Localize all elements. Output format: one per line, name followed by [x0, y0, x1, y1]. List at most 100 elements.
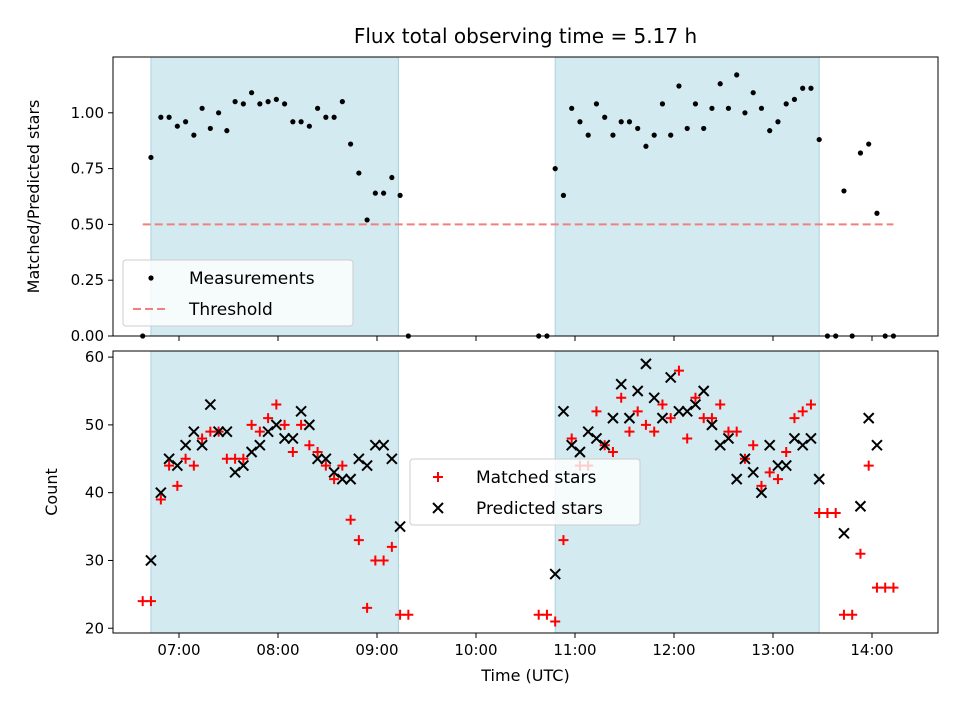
- predicted-star-point: [549, 568, 561, 580]
- predicted-star-point: [681, 405, 693, 418]
- matched-star-point: [624, 426, 635, 437]
- predicted-star-point: [386, 453, 398, 465]
- matched-star-point: [657, 399, 668, 410]
- measurement-point: [676, 83, 682, 89]
- count-y-ticks: 20 30 40 50 60: [85, 348, 113, 637]
- predicted-star-point: [755, 486, 768, 499]
- matched-star-point: [541, 609, 552, 620]
- matched-star-point: [764, 467, 775, 478]
- matched-star-point: [145, 596, 156, 607]
- matched-star-point: [748, 440, 759, 451]
- measurement-point: [306, 123, 312, 129]
- y-tick-label: 40: [85, 484, 104, 502]
- measurement-point: [750, 90, 756, 96]
- matched-star-point: [238, 453, 249, 464]
- matched-star-point: [558, 535, 569, 546]
- predicted-star-point: [145, 554, 157, 567]
- legend-box: [122, 259, 354, 327]
- chart-title: Flux total observing time = 5.17 h: [354, 24, 697, 48]
- y-tick-label: 50: [85, 416, 104, 434]
- predicted-star-point: [623, 412, 636, 424]
- count-x-ticks: 07:00 08:00 09:00 10:00 11:00 12:00 13:00 14:00: [157, 633, 894, 659]
- measurement-point: [643, 143, 649, 149]
- x-tick-label: 13:00: [751, 641, 794, 659]
- matched-star-point: [337, 460, 348, 471]
- predicted-star-point: [204, 398, 217, 411]
- measurement-point: [339, 99, 345, 105]
- predicted-star-point: [772, 459, 784, 472]
- predicted-star-point: [212, 425, 225, 438]
- ratio-x-ticks: [178, 336, 873, 341]
- y-tick-label: 30: [85, 551, 104, 569]
- y-tick-label: 20: [85, 619, 104, 637]
- matched-star-point: [830, 508, 841, 519]
- matched-star-point: [607, 447, 618, 458]
- measurement-point: [273, 96, 279, 103]
- y-tick-label: 0.00: [71, 327, 104, 345]
- measurement-point: [249, 90, 255, 96]
- measurement-point: [725, 105, 732, 111]
- predicted-star-point: [871, 439, 883, 451]
- predicted-star-point: [336, 473, 349, 485]
- x-tick-label: 14:00: [850, 641, 893, 659]
- ratio-panel: 0.00 0.25 0.50 0.75 1.00 Flux total observin…: [24, 24, 939, 345]
- matched-star-point: [197, 433, 208, 444]
- measurement-point: [199, 105, 205, 111]
- measurement-point: [207, 125, 213, 132]
- matched-star-point: [329, 474, 340, 485]
- measurement-point: [701, 125, 707, 132]
- predicted-star-point: [582, 425, 594, 438]
- measurement-point: [585, 132, 591, 138]
- y-tick-label: 60: [85, 348, 104, 366]
- measurement-point: [816, 136, 822, 143]
- measurement-point: [364, 217, 370, 223]
- count-panel-frame: [112, 350, 939, 634]
- predicted-star-point: [377, 439, 390, 451]
- measurement-point: [158, 114, 164, 120]
- predicted-star-point: [689, 398, 702, 411]
- measurement-point: [791, 96, 798, 103]
- predicted-star-point: [361, 459, 373, 472]
- matched-star-point: [172, 480, 183, 491]
- predicted-star-point: [369, 439, 382, 451]
- matched-star-point: [616, 392, 627, 403]
- predicted-star-point: [862, 412, 875, 424]
- count-legend: Matched stars Predicted stars: [409, 458, 641, 526]
- predicted-star-point: [278, 432, 291, 445]
- legend-predicted-symbol: [432, 502, 444, 514]
- predicted-star-point: [295, 405, 307, 418]
- measurement-point: [224, 128, 230, 134]
- measurement-point: [734, 72, 740, 78]
- measurement-point: [651, 132, 657, 138]
- observing-window-0: [150, 351, 399, 633]
- predicted-star-point: [598, 439, 611, 451]
- predicted-star-point: [747, 466, 759, 479]
- ratio-y-ticks: 0.00 0.25 0.50 0.75 1.00: [71, 104, 113, 345]
- predicted-star-point: [557, 405, 570, 418]
- predicted-star-point: [607, 412, 619, 424]
- matched-star-point: [847, 609, 858, 620]
- predicted-star-point: [615, 378, 627, 390]
- matched-star-point: [756, 480, 767, 491]
- measurement-point: [356, 170, 362, 176]
- matched-star-point: [888, 582, 899, 593]
- matched-star-point: [706, 413, 717, 424]
- matched-star-point: [566, 433, 577, 444]
- ratio-panel-frame: [112, 56, 939, 337]
- matched-star-point: [855, 548, 866, 559]
- predicted-star-point: [673, 405, 685, 418]
- ratio-y-axis-label: Matched/Predicted stars: [24, 100, 43, 294]
- x-tick-label: 07:00: [157, 641, 200, 659]
- predicted-star-point: [565, 439, 578, 451]
- matched-star-point: [781, 447, 792, 458]
- predicted-star-point: [179, 439, 192, 451]
- measurement-point: [257, 101, 263, 107]
- predicted-star-point: [353, 453, 365, 465]
- matched-star-point: [673, 365, 684, 376]
- matched-star-point: [632, 406, 643, 417]
- measurement-point: [668, 132, 674, 138]
- measurement-point: [265, 99, 271, 105]
- legend-box: [409, 458, 641, 526]
- x-axis-label: Time (UTC): [480, 666, 569, 685]
- predicted-star-point: [237, 459, 250, 472]
